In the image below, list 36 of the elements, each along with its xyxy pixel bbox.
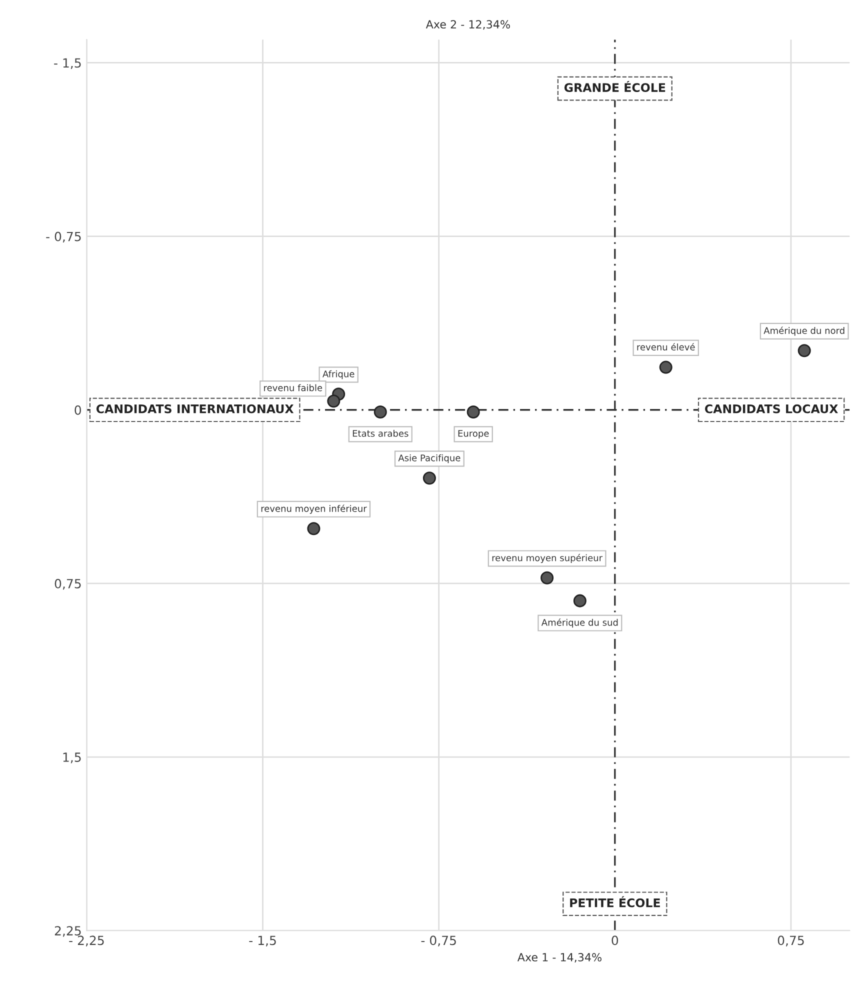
point — [540, 571, 554, 584]
annotation: revenu moyen supérieur — [492, 554, 603, 564]
point — [374, 405, 387, 418]
annotation: revenu élevé — [637, 343, 695, 350]
y-tick-label: 1,5 — [63, 752, 81, 764]
x-axis-title: Axe 1 - 14,34% — [517, 953, 602, 963]
annotation: PETITE ÉCOLE — [570, 896, 660, 908]
point — [327, 394, 340, 408]
annotation: revenu moyen inférieur — [261, 504, 367, 514]
annotation: Etats arabes — [352, 430, 408, 437]
y-tick-label: - 0,75 — [46, 232, 81, 243]
y-axis-title: Axe 2 - 12,34% — [426, 20, 510, 30]
y-tick-label: - 1,5 — [54, 58, 81, 69]
annotation: Afrique — [322, 370, 354, 380]
point — [659, 360, 672, 374]
y-tick-label: 0 — [74, 405, 82, 415]
x-tick-label: 0 — [612, 936, 618, 946]
annotation: CANDIDATS LOCAUX — [704, 404, 838, 414]
annotation: GRANDE ÉCOLE — [564, 80, 666, 92]
point — [798, 344, 811, 358]
y-tick-label: 2,25 — [54, 926, 81, 937]
x-tick-label: - 1,5 — [249, 936, 276, 946]
annotation: CANDIDATS INTERNATIONAUX — [96, 404, 294, 414]
point — [307, 522, 320, 536]
x-tick-label: - 2,25 — [69, 936, 104, 946]
annotation: Amérique du nord — [764, 326, 844, 336]
point — [466, 405, 480, 418]
annotation: Amérique du sud — [541, 618, 618, 628]
annotation: revenu faible — [264, 384, 322, 392]
y-tick-label: 0,75 — [54, 578, 81, 590]
annotation: Asie Pacifique — [398, 454, 460, 464]
annotation: Europe — [458, 430, 489, 439]
x-tick-label: - 0,75 — [421, 936, 456, 946]
point — [573, 594, 586, 608]
point — [422, 472, 436, 485]
x-tick-label: 0,75 — [778, 936, 804, 946]
